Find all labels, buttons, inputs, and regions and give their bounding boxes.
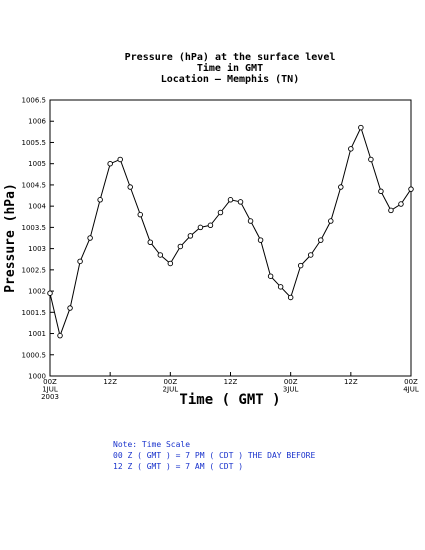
data-point [237,199,244,205]
data-point [368,156,374,163]
data-point [307,252,314,258]
chart-title-line-1: Pressure (hPa) at the surface level [125,52,336,63]
y-tick-label: 1000 [28,373,46,381]
data-point [137,211,143,218]
data-point [328,218,334,224]
x-tick-label: 3JUL [283,386,299,394]
data-point [117,156,123,163]
data-point [127,184,133,190]
x-tick-label: 2JUL [163,386,179,394]
pressure-series-line [49,126,412,338]
x-tick-label: 2003 [41,393,59,401]
data-point [408,186,414,192]
y-tick-label: 1002.5 [22,266,47,274]
data-point [197,224,204,231]
y-tick-label: 1000.5 [22,351,47,359]
data-point [57,332,63,339]
data-point [378,188,384,195]
x-tick-label: 1JUL [42,386,58,394]
data-point [257,237,264,243]
data-point [157,252,164,258]
y-tick-label: 1004 [28,203,46,211]
data-point [87,235,93,241]
x-tick-label: 12Z [103,378,117,386]
y-tick-label: 1006.5 [22,97,47,105]
data-point [277,284,284,290]
y-tick-label: 1003.5 [22,224,47,232]
note-line-00z: 00 Z ( GMT ) = 7 PM ( CDT ) THE DAY BEFO… [113,451,316,460]
note-title: Note: Time Scale [113,440,191,449]
data-point [227,197,234,203]
x-tick-label: 12Z [344,378,358,386]
data-point [187,233,194,239]
y-tick-label: 1001 [28,330,46,338]
data-point [167,260,174,267]
data-point [97,197,103,203]
data-point [47,290,53,296]
pressure-series-points [47,124,414,339]
chart-title-line-3: Location — Memphis (TN) [161,73,299,85]
data-point [177,243,184,250]
y-tick-label: 1005.5 [22,139,47,147]
data-point [358,124,364,131]
y-tick-label: 1006 [28,118,46,126]
y-tick-label: 1004.5 [22,181,47,189]
data-point [107,160,113,167]
data-point [297,262,304,269]
data-point [398,201,404,207]
data-point [77,258,83,265]
data-point [348,146,354,152]
x-tick-label: 00Z [43,378,57,386]
data-point [207,222,214,229]
data-point [217,209,224,216]
x-tick-label: 12Z [224,378,238,386]
data-point [267,273,274,279]
data-point [388,207,394,214]
y-tick-label: 1002 [28,288,46,296]
y-tick-label: 1005 [28,160,46,168]
x-tick-label: 00Z [404,378,418,386]
y-axis-label: Pressure (hPa) [3,183,18,293]
y-axis: 1000 1000.5 1001 1001.5 1002 1002.5 1003 1003.5… [22,97,54,381]
data-point [338,184,344,190]
x-tick-label: 00Z [284,378,298,386]
chart-title-line-2: Time in GMT [197,62,263,74]
data-point [247,218,254,224]
x-axis-label: Time ( GMT ) [179,392,280,408]
y-tick-label: 1001.5 [22,309,47,317]
data-point [67,305,73,311]
y-tick-label: 1003 [28,245,46,253]
data-point [287,294,294,301]
x-tick-label: 4JUL [403,386,419,394]
chart-title: Pressure (hPa) at the surface levelTime … [125,52,336,85]
note-line-12z: 12 Z ( GMT ) = 7 AM ( CDT ) [113,462,244,471]
data-point [318,237,324,243]
plot-frame [49,99,412,377]
data-point [147,239,154,245]
x-tick-label: 00Z [163,378,177,386]
